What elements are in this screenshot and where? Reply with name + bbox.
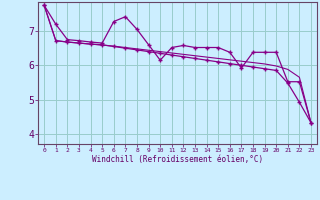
- X-axis label: Windchill (Refroidissement éolien,°C): Windchill (Refroidissement éolien,°C): [92, 155, 263, 164]
